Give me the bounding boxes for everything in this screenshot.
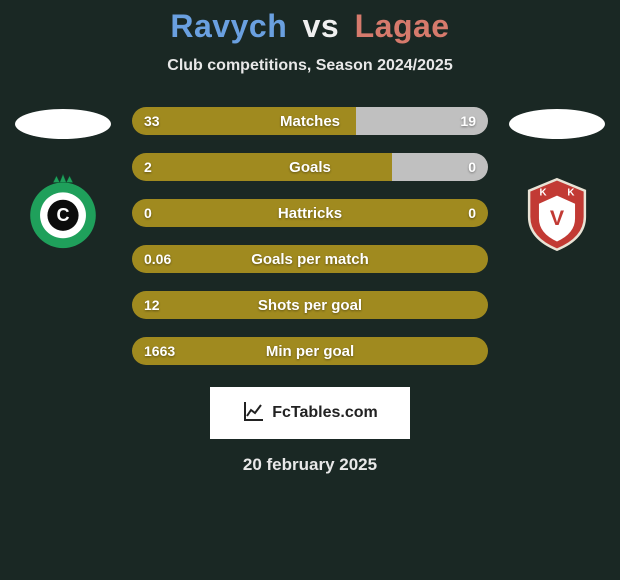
- bar-label: Shots per goal: [132, 291, 488, 319]
- watermark-badge: FcTables.com: [210, 387, 410, 439]
- bar-label: Goals: [132, 153, 488, 181]
- title-vs: vs: [303, 8, 340, 44]
- bar-row: 1663Min per goal: [132, 337, 488, 365]
- svg-text:C: C: [56, 205, 69, 225]
- svg-text:K: K: [540, 188, 547, 199]
- bar-row: 12Shots per goal: [132, 291, 488, 319]
- watermark-text: FcTables.com: [272, 404, 378, 422]
- bar-label: Hattricks: [132, 199, 488, 227]
- bar-label: Matches: [132, 107, 488, 135]
- bar-row: 00Hattricks: [132, 199, 488, 227]
- right-ellipse: [507, 107, 607, 141]
- chart-icon: [242, 399, 266, 428]
- left-side: C: [8, 107, 118, 253]
- right-side: K K V: [502, 107, 612, 253]
- svg-text:K: K: [567, 188, 574, 199]
- bar-row: 20Goals: [132, 153, 488, 181]
- bar-label: Goals per match: [132, 245, 488, 273]
- title-player1: Ravych: [170, 8, 287, 44]
- right-club-logo: K K V: [507, 171, 607, 253]
- bar-row: 0.06Goals per match: [132, 245, 488, 273]
- svg-text:V: V: [550, 206, 565, 230]
- title-player2: Lagae: [355, 8, 450, 44]
- bar-row: 3319Matches: [132, 107, 488, 135]
- left-ellipse: [13, 107, 113, 141]
- comparison-bars: 3319Matches 20Goals 00Hattricks 0.06Goals p…: [132, 107, 488, 365]
- page-title: Ravych vs Lagae: [0, 8, 620, 45]
- subtitle: Club competitions, Season 2024/2025: [0, 57, 620, 75]
- content-row: C 3319Matches 20Goals 00Hattricks 0.06Goals…: [0, 107, 620, 365]
- left-club-logo: C: [13, 171, 113, 253]
- bar-label: Min per goal: [132, 337, 488, 365]
- date-text: 20 february 2025: [0, 455, 620, 475]
